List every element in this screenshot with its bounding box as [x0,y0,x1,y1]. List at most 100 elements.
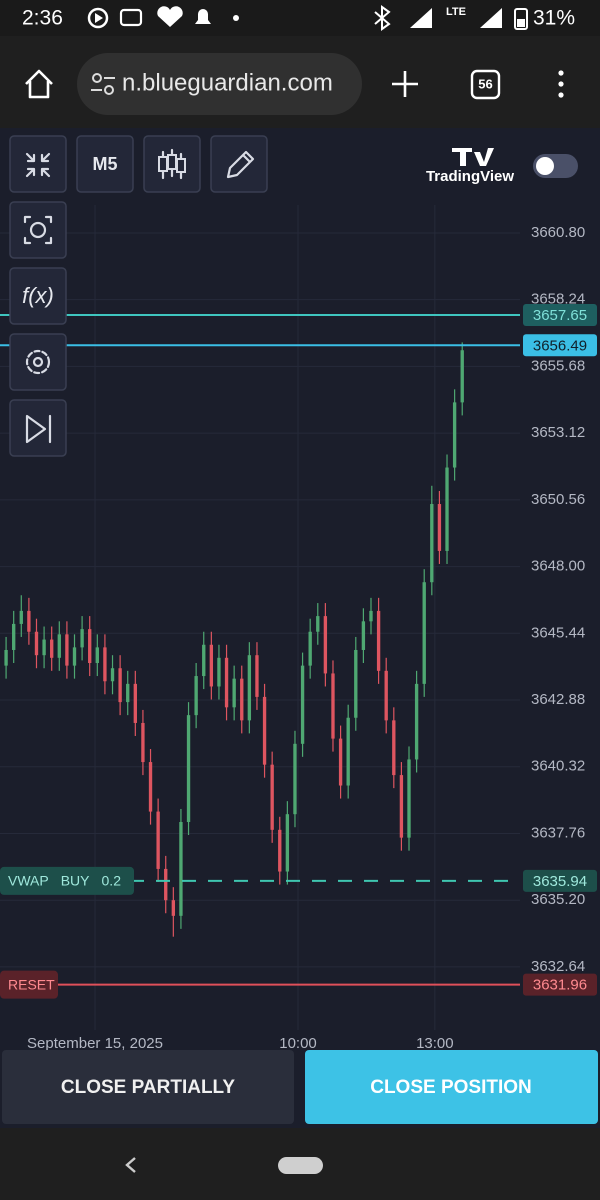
menu-button[interactable] [558,81,564,87]
indicators-icon: f(x) [22,283,54,308]
candle-body [27,610,31,632]
candle-body [50,639,54,658]
candle-body [202,644,206,677]
plot [4,342,464,937]
back-button[interactable] [125,1157,136,1173]
y-tick-label: 3650.56 [531,491,585,508]
grid: 3660.80 3658.24 3655.68 3653.12 3650.56 3648.… [0,205,585,1052]
candle-body [262,696,267,765]
candle-body [285,814,290,872]
drawing-button[interactable] [210,135,268,193]
go-to-realtime-button[interactable] [9,399,67,457]
theme-toggle-knob [536,157,554,175]
status-icon [95,13,103,23]
y-tick-label: 3635.20 [531,891,585,908]
candle-body [384,670,388,721]
candle-body [171,900,176,916]
candle-body [399,775,404,838]
candle-body [308,631,312,666]
interval-button[interactable] [76,135,134,193]
price-label-box [523,304,597,327]
candle-body [194,676,198,716]
icon [25,414,52,444]
battery-icon [517,19,525,27]
tab-switcher[interactable] [470,69,501,100]
order-tag[interactable] [0,970,58,999]
y-tick-label: 3640.32 [531,758,585,775]
new-tab-button[interactable] [392,71,418,97]
y-tick-label: 3658.24 [531,291,585,308]
screenshot-button[interactable] [9,201,67,259]
candle-body [224,657,229,708]
order-tag[interactable] [0,866,134,895]
status-icon [374,5,391,31]
menu-button[interactable] [558,92,564,98]
candle-body [148,762,153,812]
icon [226,150,255,179]
candle-body [293,743,297,815]
home-pill[interactable] [278,1157,323,1174]
candle-body [57,634,61,658]
indicators-button[interactable] [9,267,67,325]
y-tick-label: 3655.68 [531,357,585,374]
battery-level: 31% [533,7,575,30]
clock: 2:36 [22,7,63,30]
candle-body [460,350,464,403]
candle-body [323,616,328,674]
candle-body [133,683,137,723]
order-tag-text: RESET [8,976,55,992]
status-icon [195,9,211,24]
y-tick-label: 3653.12 [531,424,585,441]
candle-body [88,629,92,664]
icon [23,215,53,245]
candle-body [445,467,449,551]
x-tick-label: September 15, 2025 [27,1035,163,1052]
candle-body [354,649,358,718]
menu-button[interactable] [558,70,564,76]
candle-body [42,639,46,656]
icon [32,356,44,368]
icon [25,152,51,178]
close-partially-button[interactable] [2,1050,294,1124]
fullscreen-button[interactable] [9,135,67,193]
settings-button[interactable] [9,333,67,391]
url: n.blueguardian.com [122,69,333,96]
y-tick-label: 3648.00 [531,558,585,575]
candle-body [407,759,411,838]
x-tick-label: 10:00 [279,1035,317,1052]
network-label: LTE [446,6,466,18]
battery-icon [514,8,528,30]
candle-body [270,764,274,830]
icon [167,154,177,170]
candle-body [118,668,122,703]
home-button[interactable] [25,69,53,99]
candle-body [186,715,191,823]
icon [29,221,47,239]
price-label: 3635.94 [533,873,587,890]
candle-body [126,683,130,703]
button-label: CLOSE PARTIALLY [61,1077,236,1098]
candle-body [414,683,419,760]
candle-body [316,616,320,632]
chart-toolbar: M5 f(x) [9,135,268,457]
candle-body [164,868,168,901]
candle-body [12,623,16,650]
candle-body [65,634,69,666]
price-label-box [523,869,597,892]
candle-body [72,647,77,666]
signal [480,8,502,28]
url-bar[interactable] [77,53,362,115]
candle-body [110,668,115,682]
candle-body [217,657,221,687]
status-icon [87,7,109,29]
close-position-button[interactable] [305,1050,598,1124]
price-label: 3631.96 [533,977,587,994]
candle-body [209,644,214,687]
order-tag-text: VWAP [8,873,49,889]
candle-body [240,678,244,721]
y-tick-label: 3660.80 [531,224,585,241]
price-label-box [523,973,597,996]
candle-body [19,610,23,624]
